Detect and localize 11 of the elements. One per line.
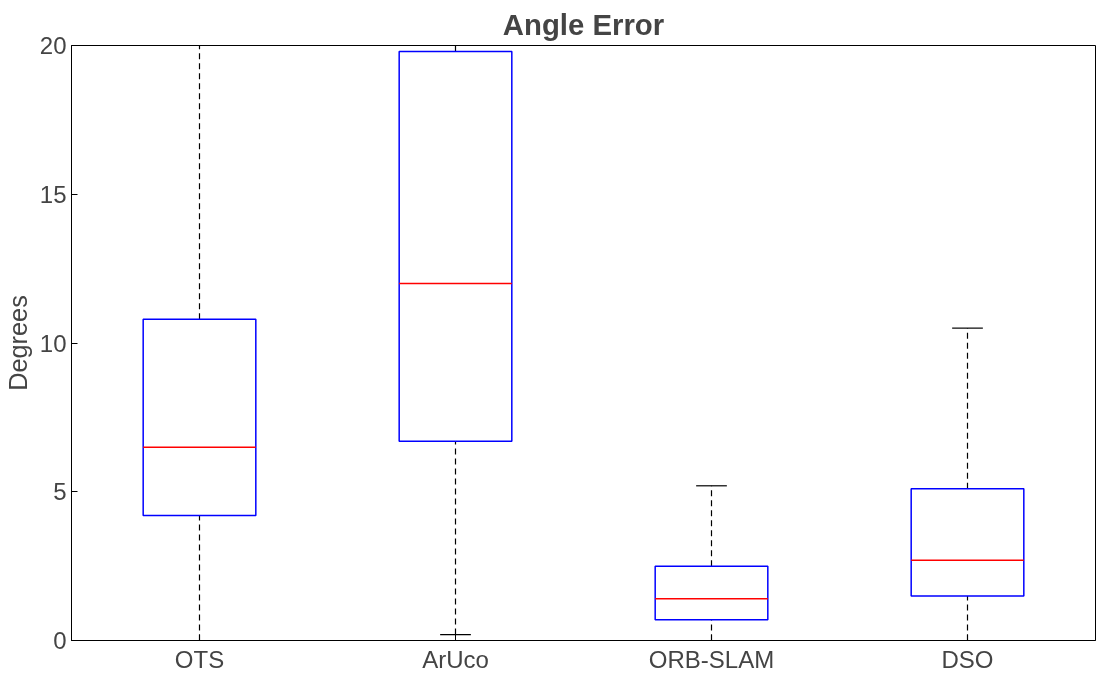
y-tick-label: 20	[39, 32, 67, 59]
x-tick-label: OTS	[174, 645, 225, 673]
y-tick-label: 10	[39, 329, 67, 357]
y-tick-label: 5	[53, 478, 67, 506]
x-tick-label: ORB-SLAM	[648, 645, 775, 673]
x-tick-label: DSO	[941, 645, 994, 673]
chart-title: Angle Error	[502, 7, 665, 41]
y-tick-label: 0	[53, 627, 67, 654]
y-axis-title: Degrees	[3, 295, 32, 391]
x-tick-label: ArUco	[422, 645, 489, 673]
y-tick-label: 15	[39, 180, 67, 208]
